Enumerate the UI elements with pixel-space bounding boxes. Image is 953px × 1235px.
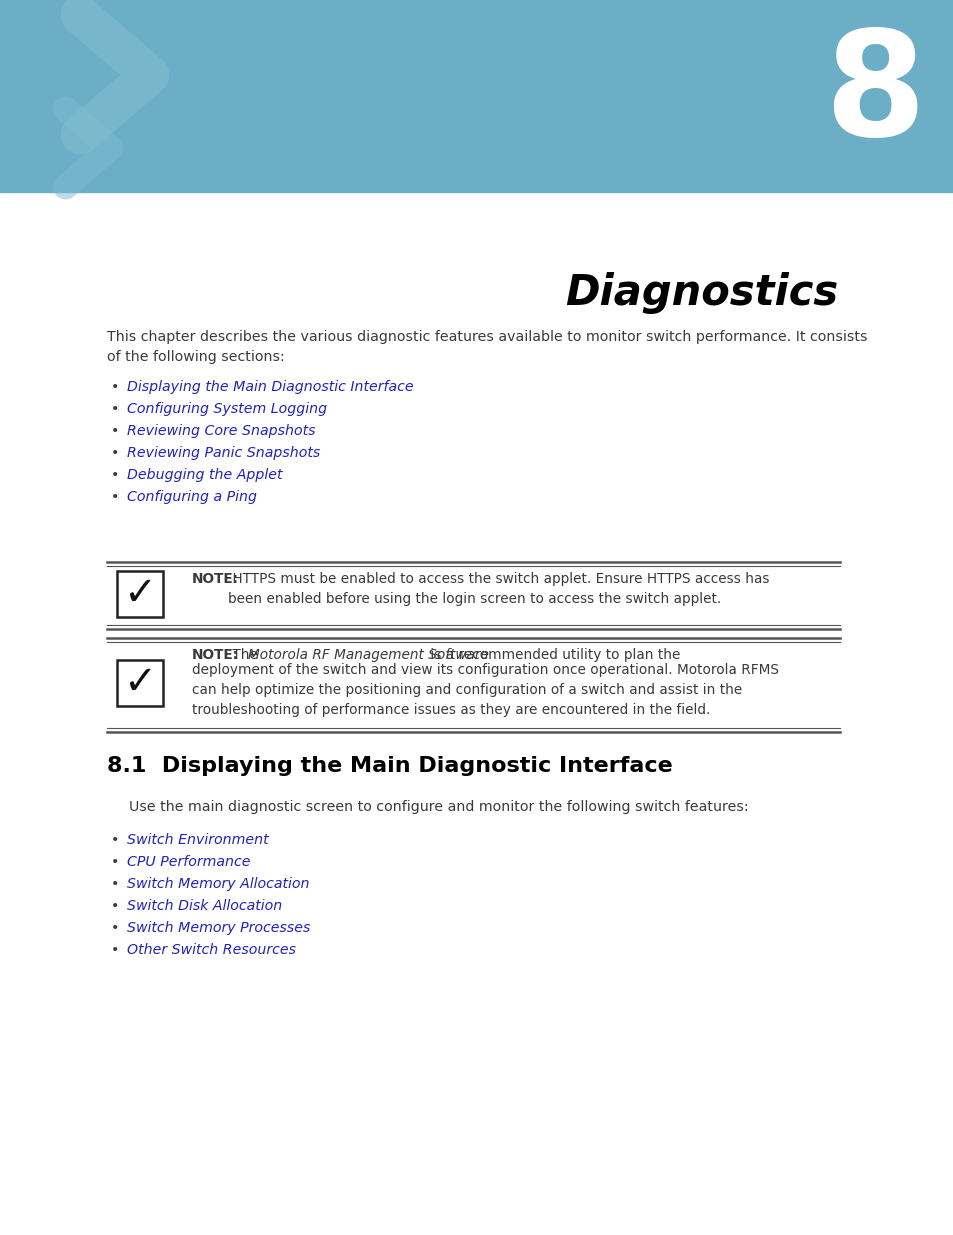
Text: Displaying the Main Diagnostic Interface: Displaying the Main Diagnostic Interface xyxy=(127,380,414,394)
Text: •: • xyxy=(111,855,119,869)
Text: HTTPS must be enabled to access the switch applet. Ensure HTTPS access has
been : HTTPS must be enabled to access the swit… xyxy=(228,572,769,606)
Text: •: • xyxy=(111,490,119,504)
Text: Configuring System Logging: Configuring System Logging xyxy=(127,403,327,416)
Text: Motorola RF Management Software: Motorola RF Management Software xyxy=(248,648,488,662)
Text: •: • xyxy=(111,944,119,957)
Text: ✓: ✓ xyxy=(123,663,156,703)
Text: This chapter describes the various diagnostic features available to monitor swit: This chapter describes the various diagn… xyxy=(107,330,866,364)
Text: Switch Environment: Switch Environment xyxy=(127,832,269,847)
Bar xyxy=(0,0,953,191)
Text: Use the main diagnostic screen to configure and monitor the following switch fea: Use the main diagnostic screen to config… xyxy=(129,800,748,814)
Text: •: • xyxy=(111,424,119,438)
Text: is a recommended utility to plan the: is a recommended utility to plan the xyxy=(426,648,679,662)
Text: •: • xyxy=(111,899,119,913)
Text: 8.1  Displaying the Main Diagnostic Interface: 8.1 Displaying the Main Diagnostic Inter… xyxy=(107,756,672,776)
Text: Diagnostics: Diagnostics xyxy=(564,272,837,314)
Text: •: • xyxy=(111,877,119,890)
Text: NOTE:: NOTE: xyxy=(192,648,239,662)
Text: Configuring a Ping: Configuring a Ping xyxy=(127,490,256,504)
Text: Switch Memory Allocation: Switch Memory Allocation xyxy=(127,877,309,890)
Text: deployment of the switch and view its configuration once operational. Motorola R: deployment of the switch and view its co… xyxy=(192,663,779,718)
Bar xyxy=(117,659,163,706)
Text: NOTE:: NOTE: xyxy=(192,572,239,585)
Text: •: • xyxy=(111,403,119,416)
Text: Switch Disk Allocation: Switch Disk Allocation xyxy=(127,899,282,913)
Bar xyxy=(117,571,163,616)
Text: Other Switch Resources: Other Switch Resources xyxy=(127,944,295,957)
Text: •: • xyxy=(111,468,119,482)
Text: •: • xyxy=(111,446,119,459)
Text: CPU Performance: CPU Performance xyxy=(127,855,251,869)
Text: Debugging the Applet: Debugging the Applet xyxy=(127,468,282,482)
Text: •: • xyxy=(111,832,119,847)
Text: •: • xyxy=(111,921,119,935)
Text: The: The xyxy=(228,648,262,662)
Text: Reviewing Panic Snapshots: Reviewing Panic Snapshots xyxy=(127,446,320,459)
Text: Reviewing Core Snapshots: Reviewing Core Snapshots xyxy=(127,424,315,438)
Text: Switch Memory Processes: Switch Memory Processes xyxy=(127,921,310,935)
Text: •: • xyxy=(111,380,119,394)
Text: 8: 8 xyxy=(823,26,924,167)
Text: ✓: ✓ xyxy=(123,573,156,614)
